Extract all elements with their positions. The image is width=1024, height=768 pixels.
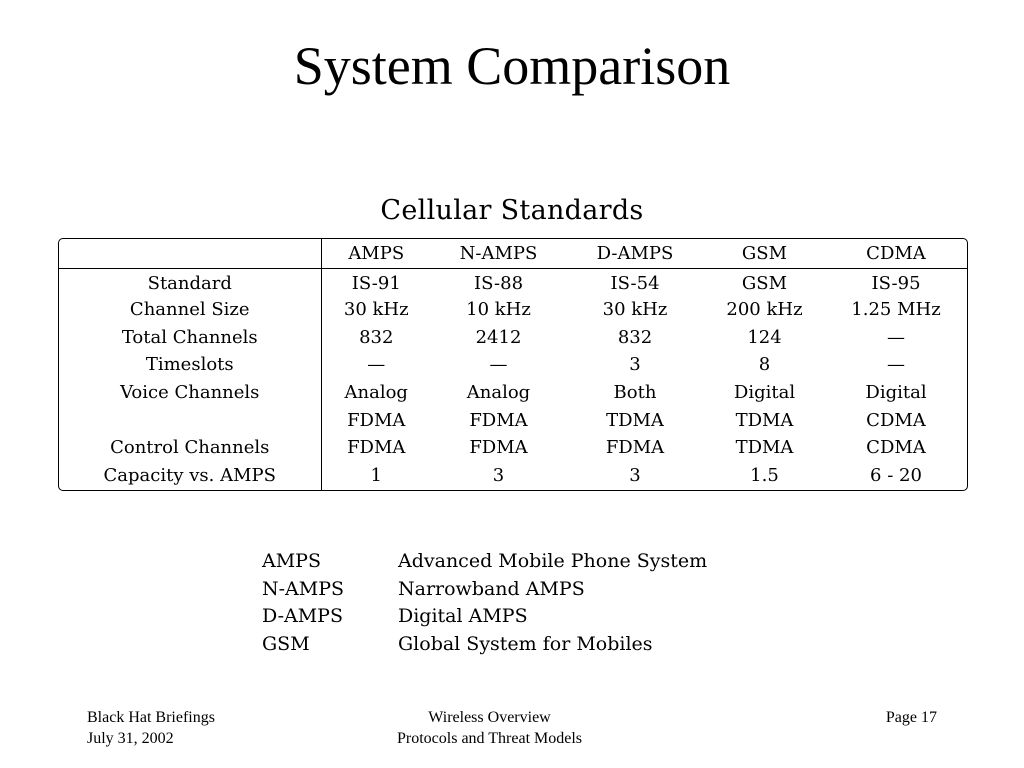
table-caption: Cellular Standards	[380, 195, 644, 226]
table-corner-cell	[59, 239, 322, 269]
row-label: Timeslots	[59, 351, 322, 379]
page-number: Page 17	[885, 709, 937, 726]
abbreviation-definition: Digital AMPS	[398, 605, 528, 627]
table-cell: FDMA	[347, 409, 406, 431]
footer-talk-subtitle: Protocols and Threat Models	[397, 730, 583, 747]
table-cell: 1.5	[750, 465, 779, 487]
footer-talk-title: Wireless Overview	[428, 709, 551, 726]
table-cell: 2412	[475, 326, 522, 348]
table-cell: 30 kHz	[602, 299, 668, 321]
table-cell: Digital	[865, 382, 927, 404]
table-cell: 832	[359, 326, 394, 348]
table-cell: 1.25 MHz	[851, 299, 941, 321]
row-label: Standard	[59, 268, 322, 296]
table-row: Capacity vs. AMPS 1 3 3 1.5 6 - 20	[59, 461, 967, 490]
table-cell: TDMA	[735, 409, 794, 431]
row-label: Channel Size	[59, 295, 322, 324]
column-header-cdma: CDMA	[825, 239, 967, 269]
footer-left: Black Hat Briefings July 31, 2002	[87, 707, 215, 749]
table-cell: 3	[629, 465, 641, 487]
table-cell: —	[489, 354, 508, 376]
column-header-gsm: GSM	[704, 239, 825, 269]
table-cell: 124	[747, 326, 782, 348]
row-label: Total Channels	[59, 323, 322, 352]
abbreviation-term: N-AMPS	[262, 577, 345, 600]
table-cell: CDMA	[866, 437, 926, 459]
table-cell: 1	[370, 465, 382, 487]
row-label: Control Channels	[59, 434, 322, 462]
comparison-table: AMPS N-AMPS D-AMPS GSM CDMA Standard IS-…	[59, 239, 967, 490]
abbreviation-list: AMPS Advanced Mobile Phone System N-AMPS N…	[262, 548, 707, 658]
table-cell: —	[367, 354, 386, 376]
abbreviation-item: D-AMPS Digital AMPS	[262, 603, 707, 631]
table-cell: IS-95	[871, 272, 921, 294]
table-cell: 200 kHz	[726, 299, 803, 321]
table-cell: 8	[758, 354, 771, 376]
table-row: Control Channels FDMA FDMA FDMA TDMA CDM…	[59, 434, 967, 462]
abbreviation-definition: Global System for Mobiles	[398, 632, 653, 655]
table-cell: 10 kHz	[466, 299, 531, 321]
table-cell: 3	[492, 465, 505, 487]
table-row: Total Channels 832 2412 832 124 —	[59, 323, 967, 352]
abbreviation-item: AMPS Advanced Mobile Phone System	[262, 548, 707, 576]
table-row: Voice Channels Analog Analog Both Digita…	[59, 378, 967, 407]
footer-center: Wireless Overview Protocols and Threat M…	[397, 707, 582, 749]
table-cell: 3	[629, 354, 641, 376]
table-cell: 6 - 20	[870, 465, 922, 487]
table-cell: 832	[617, 326, 653, 348]
table-cell: FDMA	[469, 437, 528, 459]
footer-date: July 31, 2002	[87, 730, 174, 747]
table-cell: Digital	[733, 382, 796, 404]
row-label: Capacity vs. AMPS	[59, 461, 322, 490]
table-cell: —	[887, 354, 905, 376]
table-cell: TDMA	[606, 409, 664, 431]
column-header-amps: AMPS	[321, 239, 431, 269]
abbreviation-term: AMPS	[262, 550, 321, 572]
table-cell: FDMA	[605, 437, 665, 459]
table-row: Standard IS-91 IS-88 IS-54 GSM IS-95	[59, 268, 967, 296]
column-header-n-amps: N-AMPS	[431, 239, 566, 269]
table-row: Timeslots — — 3 8 —	[59, 351, 967, 379]
table-cell: Both	[613, 382, 657, 404]
table-cell: FDMA	[347, 437, 406, 459]
table-row: FDMA FDMA TDMA TDMA CDMA	[59, 406, 967, 435]
table-cell: 30 kHz	[343, 299, 409, 321]
footer-event: Black Hat Briefings	[87, 709, 215, 726]
abbreviation-definition: Narrowband AMPS	[398, 577, 585, 600]
abbreviation-item: GSM Global System for Mobiles	[262, 631, 707, 659]
abbreviation-term: D-AMPS	[262, 605, 343, 627]
table-cell: IS-91	[351, 272, 401, 294]
table-cell: GSM	[741, 272, 788, 294]
abbreviation-item: N-AMPS Narrowband AMPS	[262, 576, 707, 604]
table-cell: CDMA	[866, 409, 926, 431]
row-label	[59, 406, 322, 435]
footer-right: Page 17	[886, 707, 937, 728]
table-cell: —	[887, 326, 905, 348]
table-header-row: AMPS N-AMPS D-AMPS GSM CDMA	[59, 239, 967, 269]
comparison-table-frame: AMPS N-AMPS D-AMPS GSM CDMA Standard IS-…	[58, 238, 968, 491]
row-label: Voice Channels	[59, 378, 322, 407]
table-cell: Analog	[344, 382, 408, 404]
abbreviation-term: GSM	[262, 632, 310, 655]
abbreviation-definition: Advanced Mobile Phone System	[398, 550, 708, 572]
slide-title: System Comparison	[293, 36, 731, 96]
table-cell: TDMA	[735, 437, 794, 459]
table-cell: Analog	[466, 382, 531, 404]
table-row: Channel Size 30 kHz 10 kHz 30 kHz 200 kH…	[59, 295, 967, 324]
table-cell: FDMA	[469, 409, 528, 431]
column-header-d-amps: D-AMPS	[566, 239, 704, 269]
table-cell: IS-88	[473, 272, 524, 294]
table-cell: IS-54	[610, 272, 660, 294]
